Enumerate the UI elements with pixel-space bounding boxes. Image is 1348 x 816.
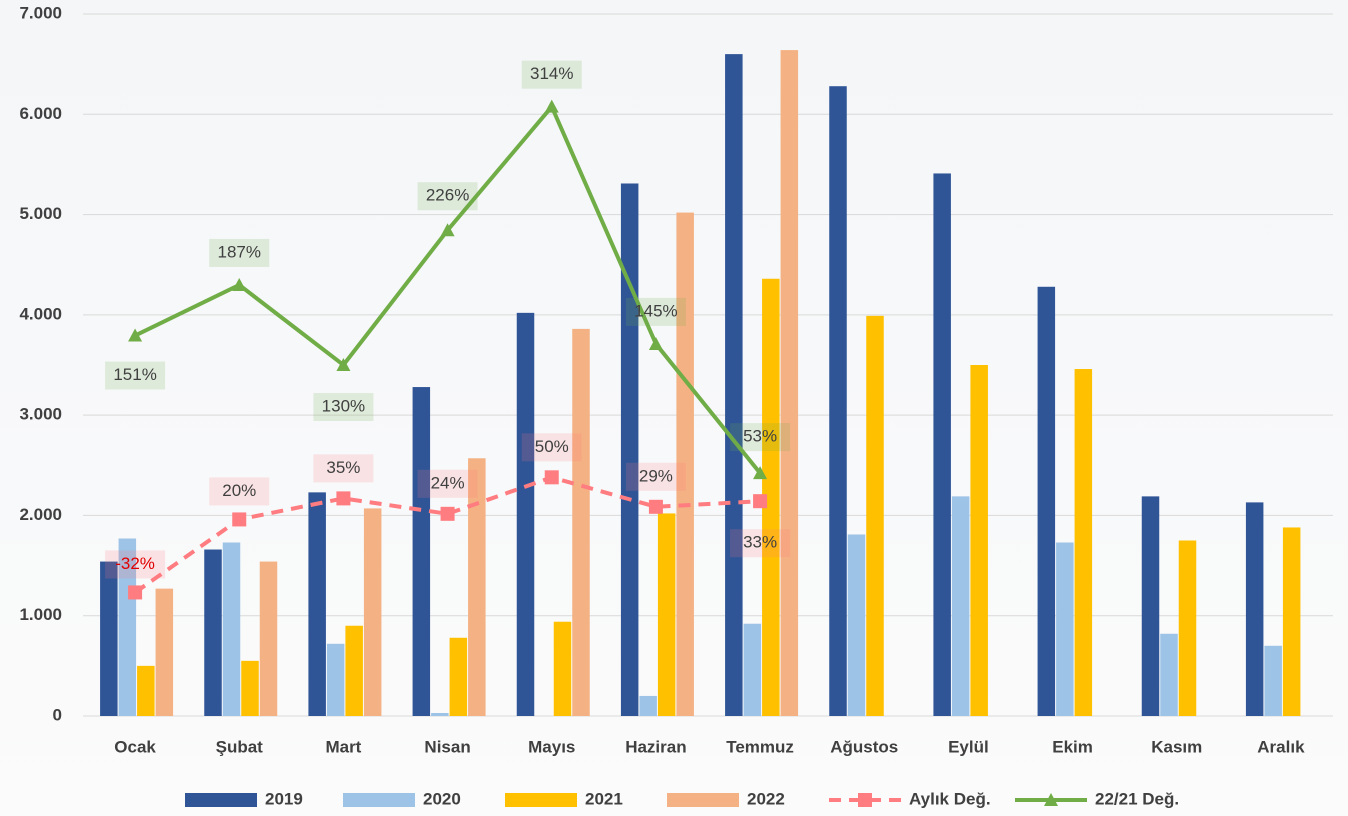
bar [100, 562, 118, 716]
legend-swatch [667, 793, 739, 807]
bar [725, 54, 743, 716]
legend-label: 2020 [423, 789, 461, 808]
bar [848, 534, 866, 716]
y-tick-label: 7.000 [19, 3, 62, 22]
data-label: 130% [322, 396, 365, 415]
legend-marker [858, 793, 872, 807]
bar [1038, 287, 1056, 716]
bar [658, 513, 676, 716]
bar [413, 387, 431, 716]
bar [345, 626, 363, 716]
bar [1160, 634, 1178, 716]
x-tick-label: Ekim [1052, 737, 1093, 756]
bar [572, 329, 590, 716]
bar [241, 661, 259, 716]
bar [639, 696, 657, 716]
bar [781, 50, 799, 716]
bar [260, 562, 278, 716]
bar [450, 638, 468, 716]
y-tick-label: 3.000 [19, 405, 62, 424]
bar [204, 550, 222, 716]
bar [223, 543, 241, 716]
bar [829, 86, 847, 716]
bar [970, 365, 988, 716]
data-label: 50% [535, 437, 569, 456]
y-tick-label: 6.000 [19, 104, 62, 123]
y-tick-label: 4.000 [19, 304, 62, 323]
bar [1179, 541, 1197, 717]
bar [137, 666, 155, 716]
bar [1283, 527, 1301, 716]
bar [1246, 502, 1264, 716]
legend-label: 22/21 Değ. [1095, 789, 1179, 808]
legend-label: 2022 [747, 789, 785, 808]
data-label: -32% [115, 554, 155, 573]
bar [517, 313, 535, 716]
x-tick-label: Şubat [216, 737, 264, 756]
legend-swatch [185, 793, 257, 807]
data-label: 33% [743, 533, 777, 552]
x-tick-label: Haziran [625, 737, 686, 756]
y-tick-label: 2.000 [19, 505, 62, 524]
data-label: 20% [222, 481, 256, 500]
bar [866, 316, 884, 716]
data-label: 151% [113, 365, 156, 384]
bar [933, 173, 951, 716]
marker [441, 507, 455, 521]
x-tick-label: Mart [325, 737, 361, 756]
legend-label: 2019 [265, 789, 303, 808]
x-tick-label: Temmuz [726, 737, 794, 756]
line-series [135, 107, 760, 473]
data-label: 53% [743, 427, 777, 446]
data-label: 187% [218, 242, 261, 261]
bar [1142, 496, 1160, 716]
data-label: 35% [326, 458, 360, 477]
x-tick-label: Eylül [948, 737, 989, 756]
y-tick-label: 5.000 [19, 204, 62, 223]
legend-swatch [343, 793, 415, 807]
marker [545, 470, 559, 484]
marker [232, 278, 246, 291]
marker [232, 512, 246, 526]
bar [554, 622, 572, 716]
data-label: 226% [426, 186, 469, 205]
data-label: 145% [634, 301, 677, 320]
bar [364, 508, 382, 716]
bar [1075, 369, 1093, 716]
legend-label: Aylık Değ. [909, 789, 991, 808]
x-tick-label: Kasım [1151, 737, 1202, 756]
chart: 0 1.000 2.000 3.000 4.000 5.000 6.000 7.000 Ocak… [0, 0, 1348, 816]
data-label: 29% [639, 466, 673, 485]
bar [308, 492, 326, 716]
marker [753, 494, 767, 508]
data-label: 314% [530, 64, 573, 83]
bar [327, 644, 345, 716]
y-tick-label: 0 [53, 705, 62, 724]
marker [545, 100, 559, 113]
data-label: 24% [431, 473, 465, 492]
x-tick-label: Mayıs [528, 737, 575, 756]
bar [621, 183, 639, 716]
legend-label: 2021 [585, 789, 623, 808]
bar [952, 496, 970, 716]
bar [1264, 646, 1282, 716]
x-tick-label: Nisan [424, 737, 470, 756]
y-tick-label: 1.000 [19, 605, 62, 624]
legend-swatch [505, 793, 577, 807]
bar [156, 589, 174, 716]
marker [336, 491, 350, 505]
x-tick-label: Ağustos [830, 737, 898, 756]
bar [1056, 543, 1074, 716]
marker [649, 500, 663, 514]
bar [431, 713, 449, 716]
marker [649, 337, 663, 350]
x-tick-label: Aralık [1257, 737, 1305, 756]
bar [744, 624, 762, 716]
x-tick-label: Ocak [114, 737, 156, 756]
marker [128, 585, 142, 599]
